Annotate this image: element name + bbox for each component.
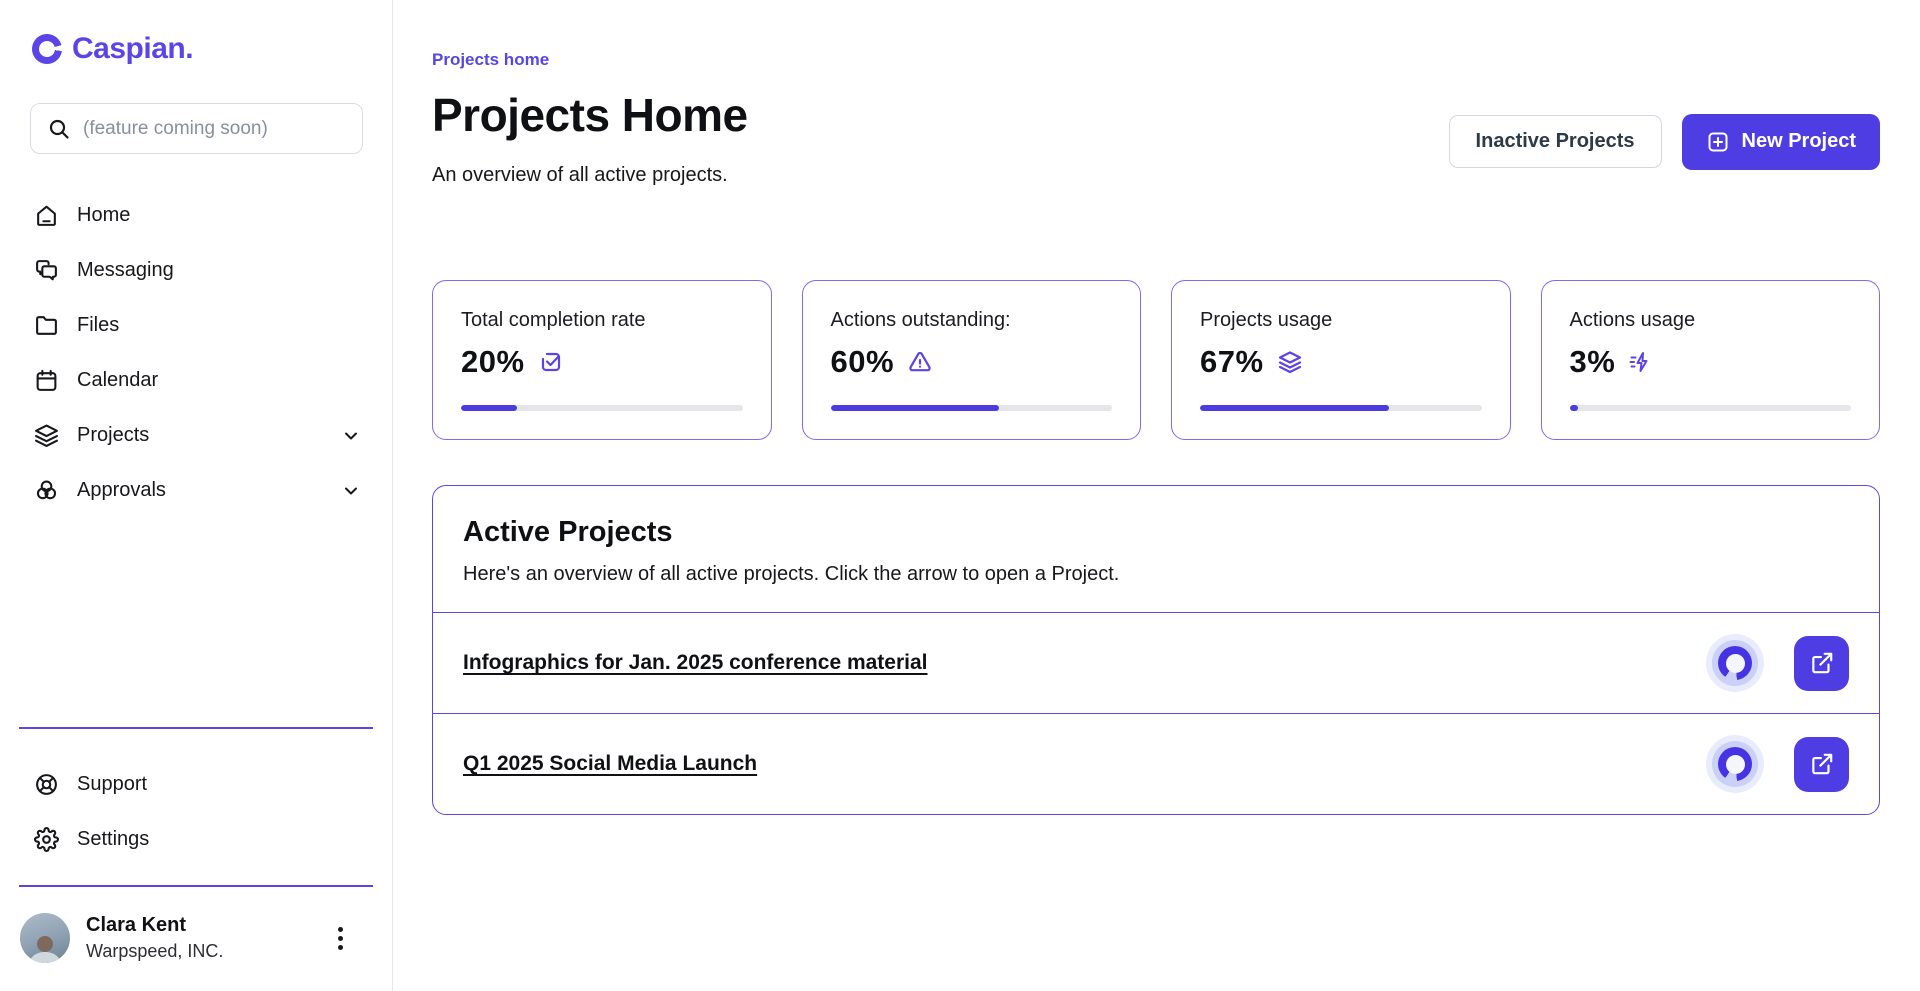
sidebar-item-label: Approvals: [77, 479, 166, 501]
sidebar-item-support[interactable]: Support: [0, 757, 392, 812]
stat-label: Actions outstanding:: [830, 309, 1011, 331]
sidebar-item-messaging[interactable]: Messaging: [0, 243, 392, 298]
life-buoy-icon: [33, 772, 59, 798]
sidebar: Caspian. Home Messaging: [0, 0, 393, 991]
progress-fill: [830, 405, 1000, 411]
sidebar-item-label: Home: [77, 204, 131, 226]
search-input[interactable]: [83, 117, 346, 140]
page-header: Projects Home An overview of all active …: [432, 88, 1880, 187]
page-title: Projects Home: [432, 89, 748, 141]
sidebar-item-home[interactable]: Home: [0, 188, 392, 243]
progress-bar: [461, 405, 743, 411]
user-name: Clara Kent: [86, 914, 187, 936]
logo-text: Caspian.: [72, 32, 194, 65]
stat-value: 60%: [830, 344, 895, 379]
layers-icon: [33, 423, 59, 449]
project-link[interactable]: Infographics for Jan. 2025 conference ma…: [463, 651, 928, 674]
sidebar-divider: [19, 885, 373, 887]
sidebar-nav: Home Messaging Files Calendar: [0, 188, 392, 518]
sidebar-item-calendar[interactable]: Calendar: [0, 353, 392, 408]
sidebar-item-label: Calendar: [77, 369, 159, 391]
progress-fill: [1569, 405, 1578, 411]
logo: Caspian.: [32, 32, 392, 66]
spinner-status-icon: [1706, 735, 1764, 793]
progress-bar: [1200, 405, 1482, 411]
progress-bar: [830, 405, 1112, 411]
spinner-status-icon: [1706, 634, 1764, 692]
stat-card-actions-usage: Actions usage 3%: [1540, 280, 1880, 440]
stat-label: Projects usage: [1200, 309, 1333, 331]
stat-value: 20%: [461, 344, 525, 379]
messaging-icon: [33, 258, 59, 284]
open-project-button[interactable]: [1794, 736, 1849, 792]
sidebar-item-label: Files: [77, 314, 120, 336]
stat-card-completion: Total completion rate 20%: [432, 280, 772, 440]
project-row: Q1 2025 Social Media Launch: [433, 713, 1879, 814]
project-link[interactable]: Q1 2025 Social Media Launch: [463, 752, 758, 775]
sidebar-item-files[interactable]: Files: [0, 298, 392, 353]
plus-square-icon: [1708, 132, 1728, 151]
inactive-projects-button[interactable]: Inactive Projects: [1448, 115, 1662, 168]
profile-texts: Clara Kent Warpspeed, INC.: [86, 914, 316, 962]
sidebar-item-settings[interactable]: Settings: [0, 812, 392, 867]
progress-bar: [1569, 405, 1851, 411]
sidebar-item-label: Messaging: [77, 259, 174, 281]
alert-triangle-icon: [908, 350, 932, 374]
sidebar-item-label: Settings: [77, 828, 150, 850]
layers-icon: [1278, 350, 1302, 374]
new-project-label: New Project: [1741, 130, 1856, 152]
search-icon: [49, 119, 69, 139]
panel-description: Here's an overview of all active project…: [463, 563, 1120, 585]
avatar: [20, 913, 70, 963]
sidebar-item-projects[interactable]: Projects: [0, 408, 392, 463]
panel-header: Active Projects Here's an overview of al…: [433, 486, 1879, 612]
project-row: Infographics for Jan. 2025 conference ma…: [433, 612, 1879, 713]
circles-icon: [33, 478, 59, 504]
new-project-button[interactable]: New Project: [1681, 113, 1880, 170]
external-link-icon: [1811, 753, 1832, 775]
open-project-button[interactable]: [1794, 635, 1849, 691]
breadcrumb[interactable]: Projects home: [432, 50, 550, 69]
checkbox-check-icon: [539, 350, 563, 374]
sidebar-item-approvals[interactable]: Approvals: [0, 463, 392, 518]
page-header-text: Projects Home An overview of all active …: [432, 88, 748, 187]
search-bar[interactable]: [30, 103, 363, 154]
main-content: Projects home Projects Home An overview …: [393, 0, 1920, 991]
calendar-icon: [33, 368, 59, 394]
folder-icon: [33, 313, 59, 339]
sidebar-item-label: Projects: [77, 424, 150, 446]
sidebar-spacer: [0, 518, 392, 727]
sidebar-footer-nav: Support Settings: [0, 757, 392, 867]
kebab-menu-icon[interactable]: [332, 921, 349, 956]
page-subtitle: An overview of all active projects.: [432, 164, 728, 186]
stat-value: 67%: [1200, 344, 1264, 379]
progress-fill: [461, 405, 518, 411]
gear-icon: [33, 827, 59, 853]
stat-card-actions-outstanding: Actions outstanding: 60%: [801, 280, 1141, 440]
stat-label: Actions usage: [1569, 309, 1696, 331]
stat-card-projects-usage: Projects usage 67%: [1171, 280, 1511, 440]
header-actions: Inactive Projects New Project: [1448, 113, 1880, 170]
panel-title: Active Projects: [463, 516, 673, 548]
progress-fill: [1200, 405, 1389, 411]
zap-fast-icon: [1629, 350, 1653, 374]
stats-row: Total completion rate 20% Actions outsta…: [432, 280, 1880, 440]
stat-value: 3%: [1569, 344, 1616, 379]
sidebar-item-label: Support: [77, 773, 148, 795]
row-actions: [1706, 634, 1849, 692]
chevron-down-icon[interactable]: [341, 426, 361, 446]
active-projects-panel: Active Projects Here's an overview of al…: [432, 485, 1880, 815]
sidebar-divider: [19, 727, 373, 729]
chevron-down-icon[interactable]: [341, 481, 361, 501]
external-link-icon: [1811, 652, 1832, 674]
caspian-logo-icon: [32, 34, 62, 64]
user-company: Warpspeed, INC.: [86, 941, 224, 961]
user-profile[interactable]: Clara Kent Warpspeed, INC.: [20, 913, 363, 963]
home-icon: [33, 203, 59, 229]
stat-label: Total completion rate: [461, 309, 646, 331]
row-actions: [1706, 735, 1849, 793]
